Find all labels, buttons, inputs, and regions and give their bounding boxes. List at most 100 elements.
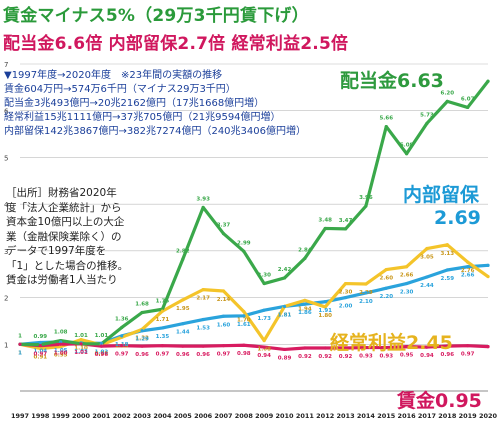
data-label: 1.08 [54,330,68,336]
y-tick-label: 3 [4,248,8,256]
data-point [201,288,205,292]
data-label: 5.08 [400,143,414,149]
data-label: 1 [18,350,22,356]
ordinary-profit-label: 経常利益2.45 [330,332,453,354]
data-point [181,344,185,348]
data-label: 2.30 [400,290,414,296]
data-point [262,345,266,349]
data-label: 6.07 [461,96,475,102]
data-label: 0.94 [257,353,271,359]
x-tick-label: 2011 [296,412,315,420]
dividend-label: 配当金6.63 [340,70,444,92]
data-label: 1.03 [74,349,88,355]
data-point [282,304,287,309]
data-point [486,274,490,279]
data-label: 1.36 [115,316,129,322]
data-point [364,345,368,350]
series-line [18,342,490,352]
y-tick-label: 1 [4,341,8,349]
data-label: 0.89 [278,355,292,361]
data-point [38,344,42,348]
data-label: 3.48 [318,217,332,223]
data-label: 0.96 [95,352,109,358]
data-point [262,338,266,343]
data-point [79,342,83,346]
data-point [120,344,124,348]
data-label: 0.93 [379,354,393,360]
source-line: 賃金は労働者1人当たり [6,274,118,286]
data-point [486,79,490,83]
data-point [160,326,165,330]
data-point [486,345,490,349]
data-label: 0.97 [217,352,231,358]
data-label: 1.04 [34,348,48,354]
x-tick-label: 2001 [92,412,111,420]
data-point [445,268,449,272]
data-point [221,344,226,348]
data-label: 1.01 [74,350,88,356]
y-tick-label: 6 [4,108,9,116]
data-label: 2.76 [461,268,475,274]
data-point [343,281,348,286]
x-tick-label: 2004 [153,412,172,420]
data-label: 0.92 [339,354,353,360]
data-point [242,309,246,314]
data-label: 2.59 [441,276,455,282]
x-tick-label: 2015 [377,412,396,420]
data-label: 1.91 [318,308,332,314]
data-point [466,260,470,264]
data-label: 2.20 [379,294,393,300]
x-tick-label: 2019 [459,412,478,420]
data-point [343,346,348,350]
data-point [405,345,409,349]
data-label: 5.73 [420,112,434,118]
data-label: 1.86 [298,310,312,316]
data-label: 0.97 [461,352,475,358]
data-label: 3.96 [359,195,373,201]
data-point [201,205,205,210]
data-label: 1 [18,350,22,356]
series-line [18,79,490,347]
data-point [343,227,348,231]
retained-earnings-value: 2.69 [434,207,481,229]
data-point [242,343,246,347]
data-label: 1 [18,333,22,339]
chart-title-line2: 配当金6.6倍 内部留保2.7倍 経常利益2.5倍 [3,34,349,54]
data-point [59,342,63,346]
data-label: 1.71 [156,317,170,323]
data-label: 0.97 [34,352,48,358]
data-label: 5.66 [379,116,393,122]
data-point [242,314,246,318]
data-point [445,99,449,103]
x-tick-label: 2014 [357,412,376,420]
source-line: データで1997年度を [6,245,107,257]
data-label: 1.81 [278,312,292,318]
data-label: 1.94 [298,306,312,312]
notes-line: 配当金3兆493億円→20兆2162億円（17兆1668億円増） [4,98,265,109]
x-tick-label: 2006 [194,412,213,420]
data-label: 3.47 [339,218,353,224]
x-tick-label: 2018 [438,412,457,420]
data-label: 2.30 [339,290,353,296]
data-label: 1.10 [74,346,88,352]
x-tick-label: 2002 [113,412,131,420]
data-label: 3.05 [420,255,434,261]
source-line: 「1」とした場合の推移。 [6,259,129,272]
data-label: 2.60 [379,276,393,282]
data-point [262,281,266,286]
data-point [425,275,429,279]
data-point [323,226,327,231]
x-tick-label: 2013 [337,412,355,420]
data-label: 0.96 [135,352,149,358]
notes-line: 内部留保142兆3867億円→382兆7274億円（240兆3406億円増） [4,126,306,137]
data-label: 2.99 [237,240,251,246]
retained-earnings-label: 内部留保 [403,184,480,206]
data-point [242,249,246,253]
data-point [445,344,449,348]
data-point [221,314,226,318]
notes-line: 経常利益15兆1111億円→37兆705億円（21兆9594億円増） [4,112,281,123]
data-label: 0.99 [95,351,109,357]
data-point [405,281,409,286]
data-point [343,295,348,300]
